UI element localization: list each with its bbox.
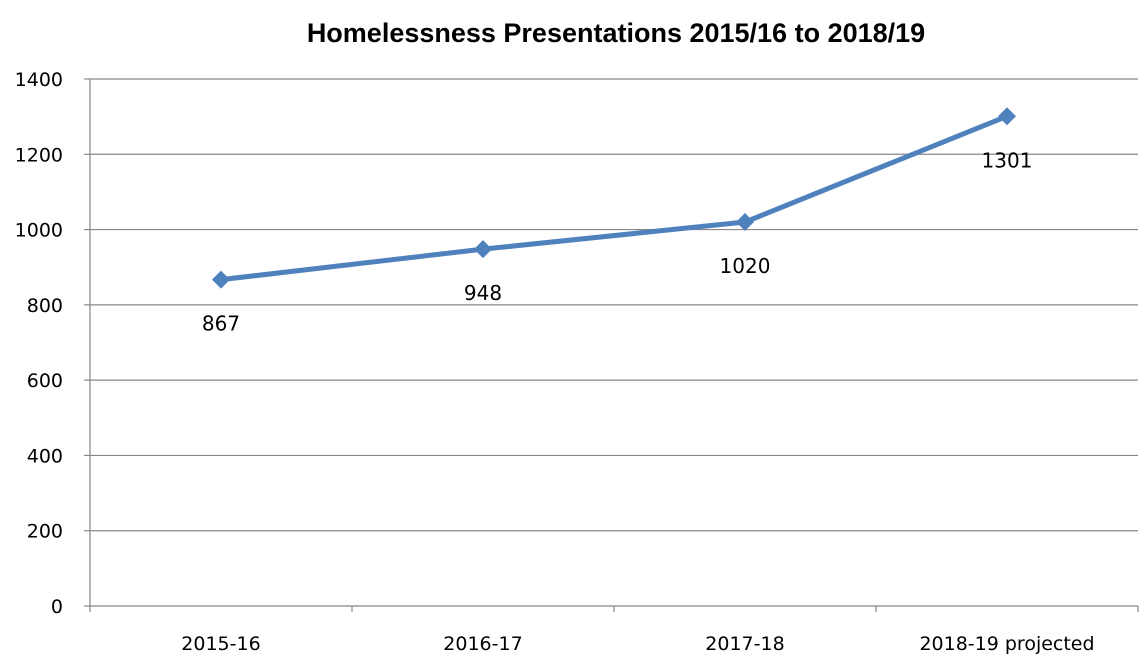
y-tick-label: 0 — [51, 596, 63, 618]
y-tick-labels: 0 200 400 600 800 1000 1200 1400 — [15, 69, 63, 618]
y-tick-label: 800 — [27, 295, 63, 317]
y-tick-label: 1200 — [15, 144, 63, 166]
x-tick-label: 2015-16 — [181, 633, 260, 655]
x-tick-label: 2016-17 — [443, 633, 522, 655]
chart-title: Homelessness Presentations 2015/16 to 20… — [307, 18, 925, 48]
x-tick-labels: 2015-16 2016-17 2017-18 2018-19 projected — [181, 633, 1094, 655]
series-line-path — [218, 113, 1010, 283]
data-point-marker — [736, 213, 754, 232]
data-point-marker — [212, 270, 230, 289]
series-markers — [212, 107, 1016, 289]
data-point-marker — [474, 240, 492, 259]
series-line — [218, 113, 1010, 283]
x-tick-label: 2018-19 projected — [919, 633, 1094, 655]
axes — [84, 78, 1139, 612]
y-tick-label: 600 — [27, 370, 63, 392]
y-tick-label: 200 — [27, 521, 63, 543]
data-labels: 867 948 1020 1301 — [202, 148, 1033, 335]
data-label: 1020 — [720, 254, 771, 278]
data-label: 948 — [464, 281, 502, 305]
y-tick-label: 1000 — [15, 220, 63, 242]
x-tick-label: 2017-18 — [705, 633, 784, 655]
data-label: 867 — [202, 312, 240, 336]
gridlines — [90, 78, 1138, 532]
y-tick-label: 1400 — [15, 69, 63, 91]
data-point-marker — [998, 107, 1016, 126]
data-label: 1301 — [982, 148, 1033, 172]
y-tick-label: 400 — [27, 445, 63, 467]
